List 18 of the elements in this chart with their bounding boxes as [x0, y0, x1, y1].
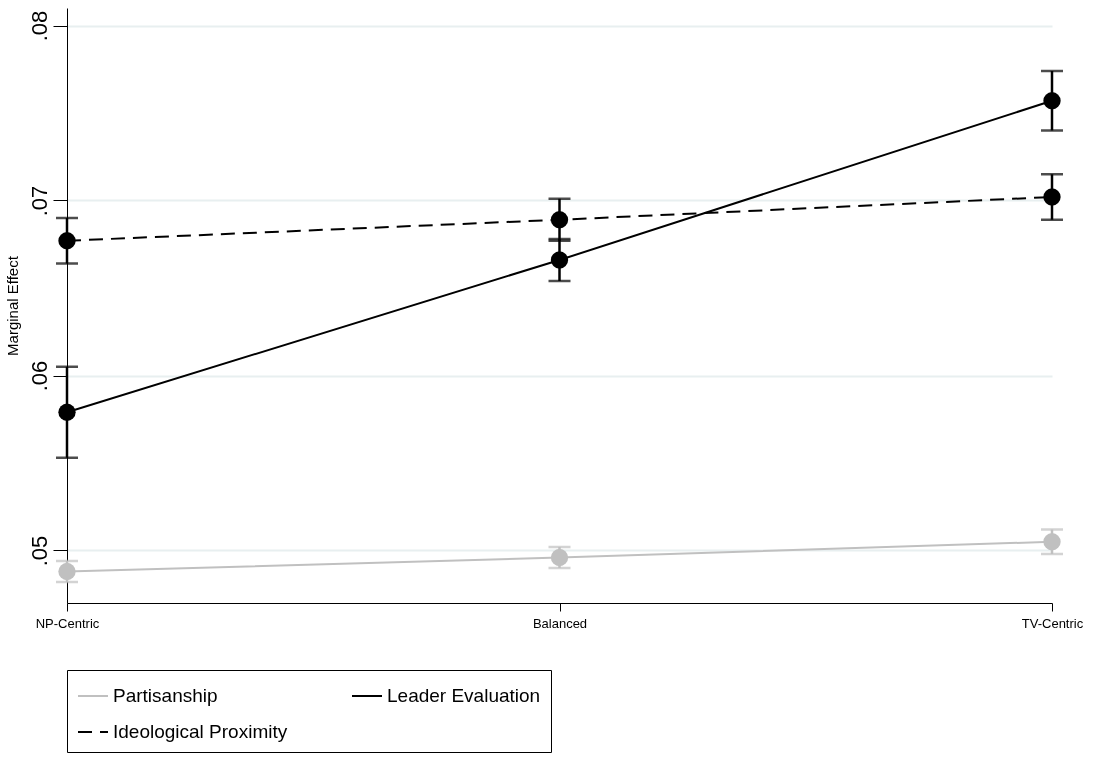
- point: [550, 251, 569, 269]
- legend-label: Ideological Proximity: [113, 721, 288, 742]
- point: [1043, 188, 1061, 206]
- y-axis-title: Marginal Effect: [3, 255, 21, 356]
- x-tick-label: NP-Centric: [35, 615, 100, 631]
- x-tick-label: Balanced: [532, 615, 588, 631]
- point: [58, 232, 76, 250]
- y-tick-label: .06: [26, 360, 52, 392]
- point: [1043, 92, 1061, 110]
- point: [58, 403, 76, 421]
- x-tick-label: TV-Centric: [1021, 615, 1084, 631]
- y-tick-label: .05: [26, 535, 52, 567]
- legend-label: Leader Evaluation: [387, 685, 541, 706]
- point: [550, 211, 569, 229]
- y-tick-label: .08: [26, 10, 52, 42]
- legend-label: Partisanship: [113, 685, 218, 706]
- point: [1043, 533, 1061, 551]
- y-tick-label: .07: [26, 185, 52, 217]
